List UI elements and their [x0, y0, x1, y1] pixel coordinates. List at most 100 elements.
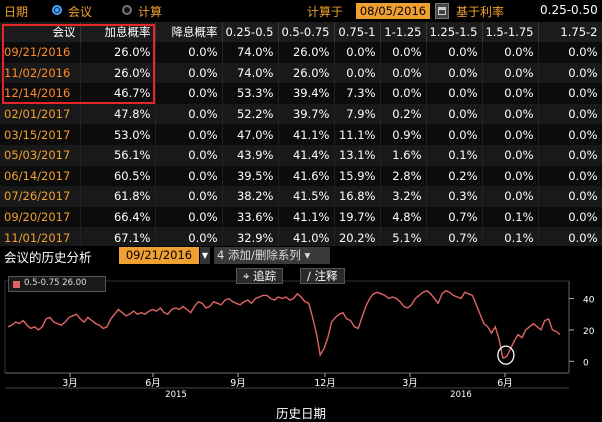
- radio-calc-label[interactable]: 计算: [138, 5, 163, 19]
- probability-cell: 0.7%: [426, 227, 483, 248]
- probability-cell: 0.0%: [482, 186, 539, 207]
- table-row[interactable]: 12/14/2016 46.7% 0.0% 53.3% 39.4% 7.3% 0.0% 0.0…: [0, 83, 602, 104]
- probability-cell: 32.9%: [222, 227, 279, 248]
- crosshair-icon: ⌖: [243, 269, 250, 283]
- history-chart: 0 20 40 3月 6月 9月 12月 3月 6月 2015 2016 ⌖ 追踪 ∕ 注释 0.5…: [0, 266, 602, 421]
- table-row[interactable]: 03/15/2017 53.0% 0.0% 47.0% 41.1% 11.1% 0.9% 0.…: [0, 124, 602, 145]
- annotate-button[interactable]: ∕ 注释: [300, 268, 345, 284]
- probability-cell: 0.2%: [426, 165, 483, 187]
- probability-cell: 5.1%: [380, 227, 427, 248]
- probability-cell: 41.4%: [278, 144, 335, 166]
- meeting-date-cell: 09/21/2016: [0, 42, 81, 63]
- pencil-icon: ∕: [307, 269, 311, 283]
- probability-cell: 66.4%: [80, 206, 156, 228]
- probability-cell: 0.0%: [155, 83, 223, 104]
- column-header[interactable]: 1.75-2: [538, 22, 602, 42]
- probability-cell: 39.7%: [278, 103, 335, 125]
- table-row[interactable]: 11/01/2017 67.1% 0.0% 32.9% 41.0% 20.2% 5.1% 0.…: [0, 227, 602, 248]
- probability-cell: 0.9%: [380, 124, 427, 145]
- probability-cell: 39.4%: [278, 83, 335, 104]
- table-row[interactable]: 11/02/2016 26.0% 0.0% 74.0% 26.0% 0.0% 0.0% 0.0…: [0, 62, 602, 84]
- basis-rate-value[interactable]: 0.25-0.50: [540, 3, 598, 17]
- probability-cell: 26.0%: [80, 42, 156, 63]
- column-header[interactable]: 1.25-1.5: [426, 22, 483, 42]
- probability-cell: 0.0%: [380, 83, 427, 104]
- chart-svg: 0 20 40 3月 6月 9月 12月 3月 6月 2015 2016: [4, 280, 595, 400]
- probability-cell: 4.8%: [380, 206, 427, 228]
- probability-cell: 15.9%: [334, 165, 381, 187]
- calendar-icon[interactable]: [435, 3, 449, 19]
- probability-cell: 0.0%: [380, 62, 427, 84]
- column-header[interactable]: 1.5-1.75: [482, 22, 539, 42]
- column-header[interactable]: 降息概率: [155, 22, 223, 42]
- column-header[interactable]: 加息概率: [80, 22, 156, 42]
- meeting-date-cell: 09/20/2017: [0, 206, 81, 228]
- probability-cell: 1.6%: [380, 144, 427, 166]
- table-row[interactable]: 05/03/2017 56.1% 0.0% 43.9% 41.4% 13.1% 1.6% 0.…: [0, 144, 602, 166]
- chevron-down-icon[interactable]: ▼: [200, 247, 210, 264]
- probability-cell: 41.5%: [278, 186, 335, 207]
- radio-meeting-label[interactable]: 会议: [68, 5, 93, 19]
- probability-cell: 74.0%: [222, 42, 279, 63]
- probability-cell: 53.3%: [222, 83, 279, 104]
- low-point-circle: [497, 345, 515, 365]
- probability-cell: 0.0%: [426, 42, 483, 63]
- calc-on-label: 计算于: [307, 5, 344, 19]
- probability-cell: 2.8%: [380, 165, 427, 187]
- probability-cell: 38.2%: [222, 186, 279, 207]
- calc-date-input[interactable]: 08/05/2016: [356, 3, 430, 19]
- meeting-date-cell: 05/03/2017: [0, 144, 81, 166]
- history-date-input[interactable]: 09/21/2016: [119, 247, 199, 264]
- probability-cell: 0.0%: [155, 62, 223, 84]
- table-row[interactable]: 02/01/2017 47.8% 0.0% 52.2% 39.7% 7.9% 0.2% 0.0…: [0, 103, 602, 125]
- probability-cell: 0.0%: [482, 124, 539, 145]
- column-header[interactable]: 0.5-0.75: [278, 22, 335, 42]
- plot-area: [4, 280, 570, 374]
- x-tick-label: 9月: [230, 378, 246, 389]
- column-header[interactable]: 0.75-1: [334, 22, 381, 42]
- radio-calc[interactable]: [122, 5, 132, 15]
- legend-label: 0.5-0.75 26.00: [24, 278, 87, 288]
- table-row[interactable]: 06/14/2017 60.5% 0.0% 39.5% 41.6% 15.9% 2.8% 0.…: [0, 165, 602, 187]
- table-row[interactable]: 09/21/2016 26.0% 0.0% 74.0% 26.0% 0.0% 0.0% 0.0…: [0, 42, 602, 63]
- y-tick-label: 0: [583, 358, 589, 368]
- probability-cell: 0.0%: [155, 186, 223, 207]
- legend-swatch: [13, 281, 20, 288]
- probability-cell: 0.0%: [538, 227, 602, 248]
- table-header: 会议 加息概率 降息概率 0.25-0.5 0.5-0.75 0.75-1 1-1.25 1.…: [0, 22, 602, 42]
- probability-cell: 7.9%: [334, 103, 381, 125]
- table-row[interactable]: 07/26/2017 61.8% 0.0% 38.2% 41.5% 16.8% 3.2% 0.…: [0, 186, 602, 207]
- track-button[interactable]: ⌖ 追踪: [236, 268, 284, 284]
- probability-cell: 11.1%: [334, 124, 381, 145]
- probability-cell: 39.5%: [222, 165, 279, 187]
- meeting-date-cell: 07/26/2017: [0, 186, 81, 207]
- probability-cell: 56.1%: [80, 144, 156, 166]
- probability-cell: 43.9%: [222, 144, 279, 166]
- probability-cell: 3.2%: [380, 186, 427, 207]
- y-tick-label: 40: [583, 296, 595, 306]
- meeting-date-cell: 11/01/2017: [0, 227, 81, 248]
- series-line: [7, 289, 561, 360]
- probability-cell: 0.2%: [380, 103, 427, 125]
- column-header[interactable]: 会议: [0, 22, 81, 42]
- probability-cell: 0.0%: [155, 42, 223, 63]
- probability-cell: 0.0%: [538, 124, 602, 145]
- probability-cell: 0.1%: [482, 206, 539, 228]
- probability-cell: 41.1%: [278, 206, 335, 228]
- probability-cell: 0.1%: [482, 227, 539, 248]
- add-remove-series-button[interactable]: 4 添加/删除系列 ▾: [214, 247, 330, 264]
- history-toolbar: 会议的历史分析 09/21/2016 ▼ 4 添加/删除系列 ▾: [0, 246, 602, 266]
- probability-cell: 41.6%: [278, 165, 335, 187]
- probability-cell: 0.0%: [538, 42, 602, 63]
- track-label: 追踪: [253, 269, 277, 283]
- probability-cell: 61.8%: [80, 186, 156, 207]
- mode-label[interactable]: 日期: [4, 5, 29, 19]
- table-row[interactable]: 09/20/2017 66.4% 0.0% 33.6% 41.1% 19.7% 4.8% 0.…: [0, 206, 602, 228]
- probability-cell: 26.0%: [80, 62, 156, 84]
- probability-cell: 47.8%: [80, 103, 156, 125]
- column-header[interactable]: 0.25-0.5: [222, 22, 279, 42]
- radio-meeting[interactable]: [52, 5, 62, 15]
- column-header[interactable]: 1-1.25: [380, 22, 427, 42]
- history-title: 会议的历史分析: [4, 250, 92, 265]
- year-label: 2016: [450, 390, 472, 400]
